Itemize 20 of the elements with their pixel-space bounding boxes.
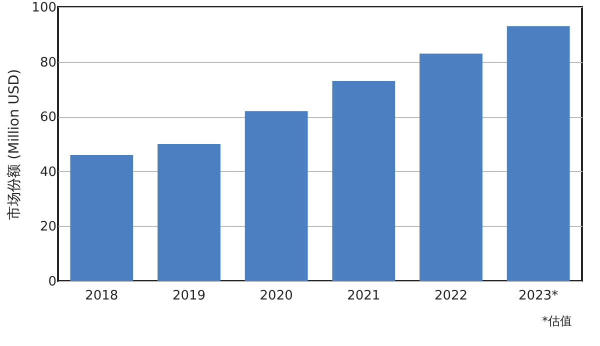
x-tick-label: 2020	[260, 288, 293, 304]
bar	[506, 26, 570, 281]
y-tick-label: 40	[40, 164, 56, 180]
y-tick-label: 100	[32, 0, 56, 16]
bar	[244, 111, 308, 281]
x-tick-label: 2023*	[518, 288, 559, 304]
bar	[332, 80, 396, 281]
y-tick-label: 60	[40, 110, 56, 126]
x-tick-label: 2018	[85, 288, 118, 304]
bar	[158, 144, 220, 281]
y-tick-label: 20	[40, 220, 56, 235]
bar	[420, 54, 482, 281]
y-tick-label: 80	[40, 55, 56, 70]
x-tick-label: 2021	[347, 288, 380, 304]
x-tick-label: 2019	[172, 288, 206, 304]
x-tick-label: 2022	[434, 288, 468, 304]
bar	[70, 154, 134, 281]
y-axis-title: 市场份额 (Million USD)	[6, 69, 23, 220]
text: *估值	[542, 313, 572, 330]
y-tick-label: 0	[48, 274, 56, 290]
